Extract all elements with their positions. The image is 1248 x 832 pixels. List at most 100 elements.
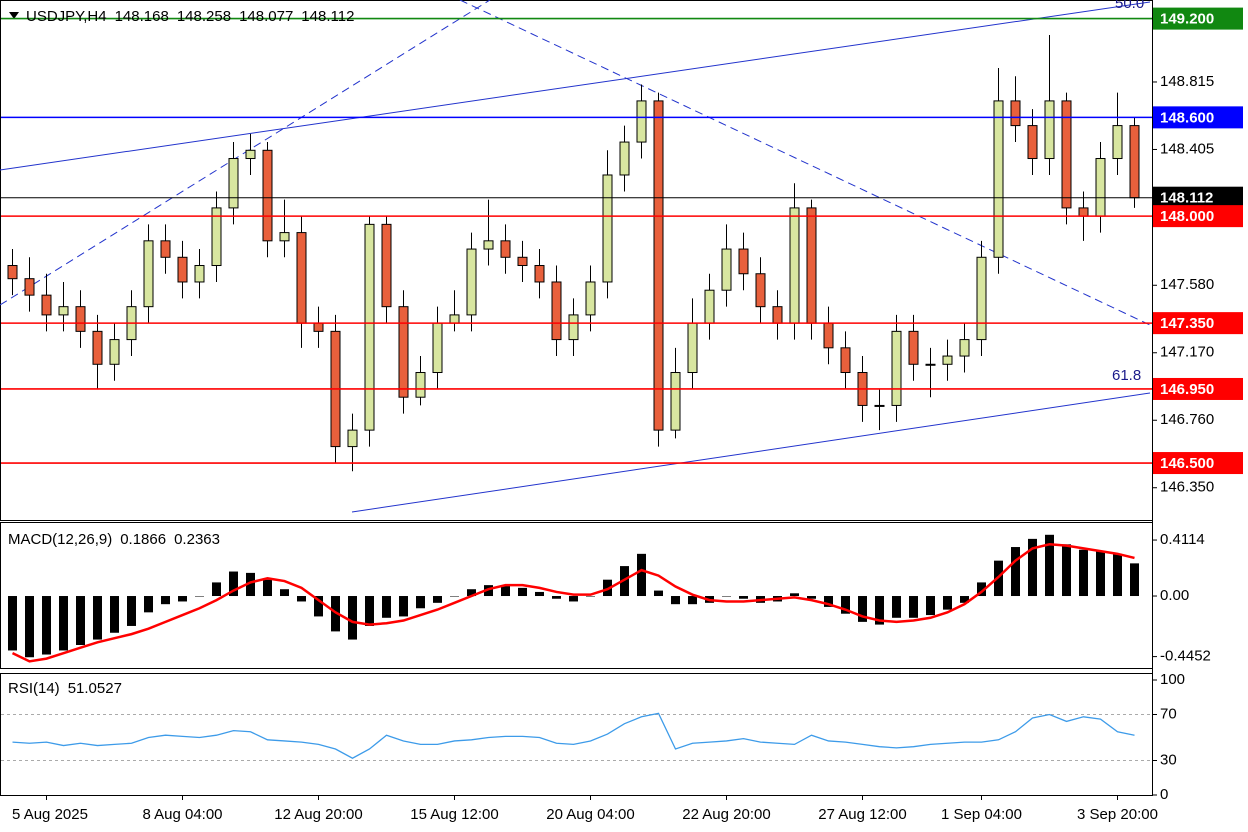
macd-bar xyxy=(110,596,119,633)
macd-bar xyxy=(212,582,221,597)
candle-body xyxy=(534,265,545,283)
candle-body xyxy=(177,256,188,283)
candle-body xyxy=(925,363,936,366)
macd-bar xyxy=(875,596,884,625)
macd-bar xyxy=(25,596,34,658)
x-tick-label: 1 Sep 04:00 xyxy=(941,806,1022,823)
macd-bar xyxy=(943,596,952,610)
candle-body xyxy=(245,149,256,160)
x-tick-label: 20 Aug 04:00 xyxy=(546,806,634,823)
trendline xyxy=(351,392,1151,513)
candle-body xyxy=(738,248,749,275)
macd-bar xyxy=(467,589,476,597)
macd-bar xyxy=(807,596,816,599)
title-part: 148.077 xyxy=(239,8,293,25)
candle-body xyxy=(517,256,528,267)
macd-bar xyxy=(501,585,510,597)
candle-body xyxy=(874,404,885,407)
macd-bar xyxy=(1130,563,1139,597)
macd-bar xyxy=(1011,547,1020,597)
macd-bar xyxy=(42,596,51,655)
fib-label: 61.8 xyxy=(1112,367,1141,384)
candle-body xyxy=(619,141,630,176)
price-tag xyxy=(1153,7,1243,30)
rsi-line xyxy=(12,712,1135,759)
candle-body xyxy=(500,240,511,258)
title-part: MACD(12,26,9) xyxy=(8,531,112,548)
macd-bar xyxy=(314,596,323,617)
macd-bar xyxy=(569,596,578,602)
macd-bar xyxy=(722,596,731,597)
macd-bar xyxy=(144,596,153,613)
candle-body xyxy=(109,339,120,365)
macd-bar xyxy=(195,596,204,597)
candle-body xyxy=(347,429,358,448)
candle-body xyxy=(568,314,579,341)
macd-bar xyxy=(1113,553,1122,597)
x-tick-label: 12 Aug 20:00 xyxy=(274,806,362,823)
candle-body xyxy=(211,207,222,267)
title-part: RSI(14) xyxy=(8,680,60,697)
macd-bar xyxy=(739,596,748,599)
macd-bar xyxy=(246,572,255,597)
trendlines xyxy=(0,0,1151,513)
y-tick-label: 0.00 xyxy=(1160,587,1189,604)
x-tick-label: 22 Aug 20:00 xyxy=(682,806,770,823)
trendline xyxy=(459,0,1151,326)
candle-body xyxy=(1010,100,1021,127)
candle-body xyxy=(1061,100,1072,209)
menu-triangle[interactable] xyxy=(9,12,19,19)
candle-body xyxy=(755,273,766,308)
macd-bar xyxy=(909,596,918,618)
panel-title: MACD(12,26,9) 0.1866 0.2363 xyxy=(8,531,220,548)
macd-bar xyxy=(671,596,680,605)
candle-body xyxy=(313,322,324,332)
candle-body xyxy=(296,232,307,324)
candle-body xyxy=(993,100,1004,258)
macd-bar xyxy=(841,596,850,614)
x-tick-label: 27 Aug 12:00 xyxy=(818,806,906,823)
macd-bar xyxy=(552,596,561,599)
candle-body xyxy=(381,223,392,308)
title-part: 0.1866 xyxy=(120,531,166,548)
candle-body xyxy=(24,278,35,296)
candle-body xyxy=(279,232,290,242)
macd-bar xyxy=(229,571,238,597)
macd-bar xyxy=(297,596,306,602)
macd-bar xyxy=(518,587,527,597)
title-part: USDJPY,H4 xyxy=(26,8,107,25)
macd-bar xyxy=(892,596,901,618)
price-tag-label: 147.350 xyxy=(1160,315,1214,332)
candle-body xyxy=(636,100,647,143)
y-tick-label: 100 xyxy=(1160,671,1185,688)
macd-bar xyxy=(535,591,544,597)
candle-body xyxy=(806,207,817,324)
candle-body xyxy=(585,281,596,316)
candle-body xyxy=(449,314,460,324)
candle-body xyxy=(228,158,239,209)
title-part: 148.258 xyxy=(177,8,231,25)
macd-bar xyxy=(1045,534,1054,597)
price-tag xyxy=(1153,452,1243,475)
macd-bar xyxy=(586,596,595,597)
macd-bar xyxy=(824,596,833,607)
candle-body xyxy=(670,372,681,431)
candle-body xyxy=(364,223,375,431)
price-tag xyxy=(1153,106,1243,129)
macd-bar xyxy=(76,596,85,646)
candle-body xyxy=(942,355,953,365)
title-part: 51.0527 xyxy=(68,680,122,697)
macd-bar xyxy=(161,596,170,605)
price-tag-label: 149.200 xyxy=(1160,11,1214,28)
y-tick-label: 146.760 xyxy=(1160,411,1214,428)
fib-label: 50.0 xyxy=(1115,0,1144,12)
title-part: 0.2363 xyxy=(174,531,220,548)
macd-bar xyxy=(365,596,374,626)
macd-bar xyxy=(59,596,68,651)
candle-body xyxy=(194,265,205,283)
panel-title: RSI(14) 51.0527 xyxy=(8,680,122,697)
price-tag-label: 148.600 xyxy=(1160,109,1214,126)
macd-bar xyxy=(1079,549,1088,597)
candle-body xyxy=(143,240,154,308)
